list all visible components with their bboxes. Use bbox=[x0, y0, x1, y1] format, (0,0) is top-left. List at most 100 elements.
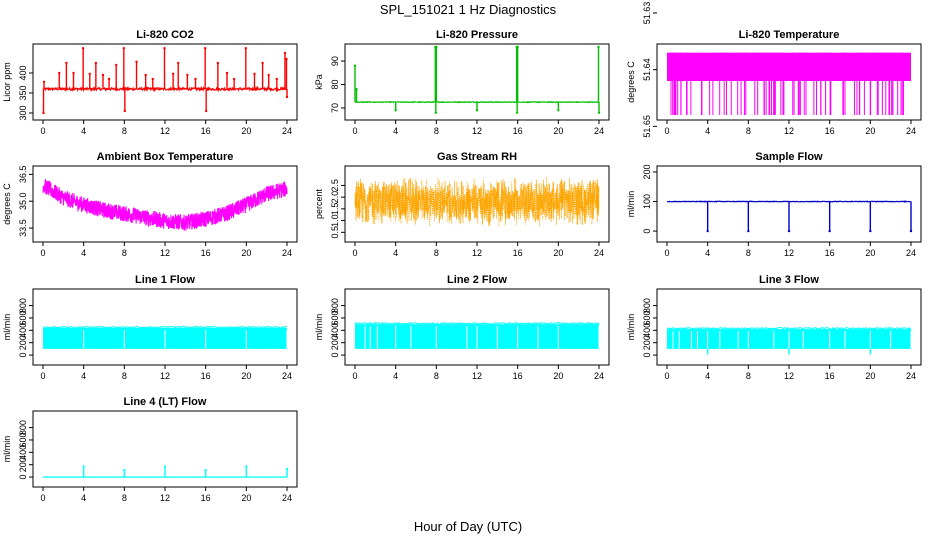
series-point bbox=[475, 109, 479, 112]
y-tick-label: 2.5 bbox=[330, 179, 340, 192]
x-tick-label: 0 bbox=[40, 493, 45, 503]
series-point bbox=[135, 60, 138, 63]
x-tick-label: 0 bbox=[664, 126, 669, 136]
x-tick-label: 4 bbox=[705, 126, 710, 136]
y-tick-label: 100 bbox=[642, 194, 652, 209]
y-tick-label: 0 bbox=[642, 229, 652, 234]
series-point bbox=[94, 61, 98, 65]
y-tick-label: 51.65 bbox=[642, 115, 652, 138]
x-tick-label: 12 bbox=[472, 126, 482, 136]
x-tick-label: 0 bbox=[352, 126, 357, 136]
panel-title: Line 1 Flow bbox=[135, 274, 195, 286]
panel-ylabel: degrees C bbox=[626, 61, 636, 103]
panel-title: Line 4 (LT) Flow bbox=[124, 396, 207, 408]
x-tick-label: 0 bbox=[40, 371, 45, 381]
x-tick-label: 4 bbox=[705, 248, 710, 258]
y-tick-label: 800 bbox=[642, 298, 652, 313]
series-point bbox=[394, 109, 397, 112]
series-point bbox=[72, 71, 75, 75]
x-tick-label: 24 bbox=[594, 126, 604, 136]
x-tick-label: 24 bbox=[906, 248, 916, 258]
panel-series bbox=[667, 200, 913, 233]
panel-10: Line 4 (LT) Flow ml/min 0 4 8 12 16 20 24 0 200400… bbox=[2, 396, 298, 503]
panel-ylabel: degrees C bbox=[2, 183, 12, 225]
series-line bbox=[42, 178, 288, 231]
x-tick-label: 4 bbox=[81, 126, 86, 136]
y-tick-label: 33.5 bbox=[18, 219, 28, 237]
y-tick-label: 200 bbox=[330, 335, 340, 350]
panel-ylabel: ml/min bbox=[2, 314, 12, 341]
y-tick-label: 70 bbox=[330, 103, 340, 113]
x-tick-label: 16 bbox=[513, 248, 523, 258]
series-point bbox=[275, 77, 279, 81]
series-point bbox=[232, 77, 236, 81]
y-tick-label: 600 bbox=[330, 310, 340, 325]
y-tick-label: 400 bbox=[642, 323, 652, 338]
x-tick-label: 8 bbox=[434, 126, 439, 136]
x-tick-label: 16 bbox=[201, 126, 211, 136]
series-point bbox=[115, 63, 118, 67]
x-tick-label: 24 bbox=[282, 493, 292, 503]
panel-9: Line 3 Flow ml/min 0 4 8 12 16 20 24 0 20040060080… bbox=[626, 274, 922, 381]
panel-series bbox=[42, 325, 288, 349]
series-point bbox=[107, 77, 111, 81]
y-tick-label: 350 bbox=[18, 85, 28, 100]
panel-1: Li-820 CO2 Licor ppm 0 4 8 12 16 20 24 300 350 400 bbox=[2, 29, 298, 136]
panel-title: Li-820 Temperature bbox=[739, 29, 840, 41]
x-tick-label: 8 bbox=[746, 248, 751, 258]
x-tick-label: 16 bbox=[825, 371, 835, 381]
series-point bbox=[58, 71, 61, 75]
series-point bbox=[516, 45, 519, 49]
series-point bbox=[144, 73, 147, 77]
series-point bbox=[869, 229, 872, 233]
series-point bbox=[747, 229, 750, 233]
x-tick-label: 20 bbox=[553, 126, 563, 136]
series-point bbox=[171, 72, 175, 76]
x-tick-label: 0 bbox=[352, 248, 357, 258]
series-point bbox=[597, 111, 601, 114]
x-tick-label: 4 bbox=[81, 371, 86, 381]
panel-series bbox=[354, 321, 600, 349]
x-tick-label: 16 bbox=[513, 126, 523, 136]
series-point bbox=[285, 467, 289, 471]
x-tick-label: 24 bbox=[594, 248, 604, 258]
x-tick-label: 8 bbox=[434, 248, 439, 258]
x-tick-label: 16 bbox=[201, 493, 211, 503]
y-tick-label: 51.64 bbox=[642, 58, 652, 81]
series-edge bbox=[42, 325, 287, 329]
panel-series bbox=[42, 47, 289, 115]
series-point bbox=[194, 77, 197, 81]
x-tick-label: 4 bbox=[81, 248, 86, 258]
y-tick-label: 200 bbox=[18, 457, 28, 472]
x-tick-label: 8 bbox=[746, 371, 751, 381]
x-tick-label: 12 bbox=[784, 371, 794, 381]
x-tick-label: 20 bbox=[241, 126, 251, 136]
y-tick-label: 800 bbox=[330, 298, 340, 313]
panel-series bbox=[667, 52, 911, 115]
series-point bbox=[42, 80, 46, 84]
series-point bbox=[787, 229, 791, 233]
x-tick-label: 16 bbox=[825, 126, 835, 136]
figure-title: SPL_151021 1 Hz Diagnostics bbox=[380, 2, 557, 17]
panel-ylabel: ml/min bbox=[626, 314, 636, 341]
x-tick-label: 20 bbox=[241, 371, 251, 381]
panel-series bbox=[354, 176, 600, 227]
series-band bbox=[667, 52, 911, 81]
x-tick-label: 20 bbox=[865, 248, 875, 258]
series-point bbox=[909, 229, 913, 233]
x-tick-label: 16 bbox=[201, 248, 211, 258]
y-tick-label: 2.0 bbox=[330, 191, 340, 204]
series-point bbox=[163, 465, 167, 468]
series-point bbox=[42, 111, 45, 115]
series-point bbox=[597, 45, 600, 49]
panel-title: Li-820 CO2 bbox=[136, 29, 193, 41]
series-point bbox=[253, 72, 256, 76]
series-point bbox=[204, 469, 207, 472]
x-tick-label: 24 bbox=[594, 371, 604, 381]
y-tick-label: 90 bbox=[330, 56, 340, 66]
y-tick-label: 400 bbox=[18, 323, 28, 338]
y-tick-label: 200 bbox=[642, 335, 652, 350]
x-tick-label: 12 bbox=[160, 371, 170, 381]
series-point bbox=[828, 229, 831, 233]
